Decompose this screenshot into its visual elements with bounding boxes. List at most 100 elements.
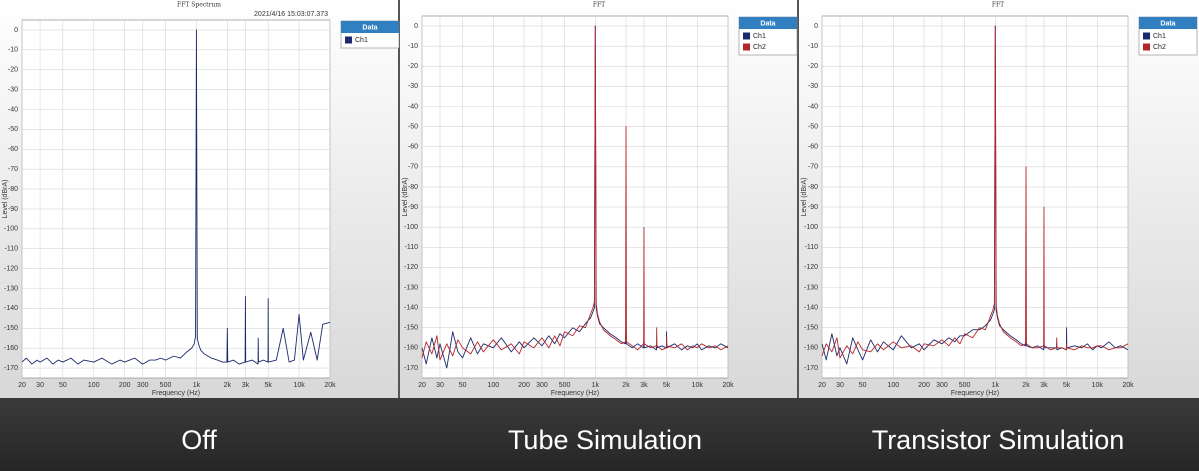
y-tick-label: -20 (408, 63, 418, 70)
y-tick-label: -50 (408, 123, 418, 130)
x-tick-label: 10k (692, 382, 704, 389)
y-tick-label: -170 (804, 365, 818, 372)
y-tick-label: -170 (404, 365, 418, 372)
y-axis-label: Level (dBrA) (2, 180, 9, 219)
x-tick-label: 50 (859, 382, 867, 389)
x-tick-label: 200 (119, 382, 131, 389)
x-tick-label: 3k (242, 382, 250, 389)
y-axis-label: Level (dBrA) (402, 178, 409, 217)
x-tick-label: 20 (18, 382, 26, 389)
legend-label: Ch2 (1153, 44, 1166, 51)
x-tick-label: 500 (160, 382, 172, 389)
x-tick-label: 10k (1092, 382, 1104, 389)
x-tick-label: 100 (88, 382, 100, 389)
x-tick-label: 5k (264, 382, 272, 389)
legend-swatch (743, 32, 750, 40)
timestamp: 2021/4/16 15:03:07.373 (254, 11, 328, 18)
y-tick-label: -120 (804, 264, 818, 271)
x-tick-label: 3k (640, 382, 648, 389)
x-axis-label: Frequency (Hz) (152, 390, 200, 397)
x-tick-label: 300 (536, 382, 548, 389)
x-tick-label: 30 (36, 382, 44, 389)
x-tick-label: 10k (293, 382, 305, 389)
spectrum-line (21, 29, 331, 365)
x-tick-label: 5k (1063, 382, 1071, 389)
y-tick-label: -20 (8, 67, 18, 74)
x-tick-label: 30 (436, 382, 444, 389)
y-tick-label: -110 (405, 244, 419, 251)
legend-title: Data (760, 20, 775, 27)
x-tick-label: 20k (1122, 382, 1134, 389)
y-tick-label: -160 (4, 345, 18, 352)
x-tick-label: 500 (959, 382, 971, 389)
legend-swatch (1143, 43, 1150, 51)
y-tick-label: -130 (804, 284, 818, 291)
y-tick-label: -140 (804, 304, 818, 311)
y-tick-label: -90 (808, 204, 818, 211)
y-tick-label: -60 (8, 146, 18, 153)
y-tick-label: -90 (8, 206, 18, 213)
y-tick-label: -80 (808, 184, 818, 191)
y-tick-label: -100 (4, 226, 18, 233)
y-tick-label: -110 (5, 246, 19, 253)
y-tick-label: -80 (408, 184, 418, 191)
chart-title: FFT Spectrum (177, 2, 221, 9)
y-tick-label: 0 (414, 23, 418, 30)
y-tick-label: -30 (808, 83, 818, 90)
spectrum-line (821, 25, 1129, 365)
caption: Tube Simulation (508, 425, 702, 455)
x-tick-label: 3k (1040, 382, 1048, 389)
y-tick-label: -10 (8, 47, 18, 54)
y-tick-label: -140 (4, 305, 18, 312)
x-tick-label: 300 (936, 382, 948, 389)
y-tick-label: -120 (404, 264, 418, 271)
y-tick-label: -50 (808, 123, 818, 130)
y-tick-label: -20 (808, 63, 818, 70)
y-tick-label: -160 (804, 345, 818, 352)
y-tick-label: -40 (808, 103, 818, 110)
x-tick-label: 200 (918, 382, 930, 389)
caption: Transistor Simulation (872, 425, 1125, 455)
x-tick-label: 20k (722, 382, 734, 389)
x-tick-label: 2k (224, 382, 232, 389)
chart-title: FFT (992, 2, 1004, 9)
y-tick-label: 0 (814, 23, 818, 30)
y-tick-label: -130 (404, 284, 418, 291)
y-tick-label: -60 (808, 144, 818, 151)
legend-title: Data (1160, 20, 1175, 27)
x-tick-label: 50 (59, 382, 67, 389)
y-tick-label: -70 (8, 166, 18, 173)
y-tick-label: -140 (404, 304, 418, 311)
x-tick-label: 1k (992, 382, 1000, 389)
y-tick-label: -50 (8, 126, 18, 133)
plot-area (21, 19, 331, 379)
legend-label: Ch1 (753, 33, 766, 40)
spectrum-line (821, 25, 1129, 359)
legend-swatch (1143, 32, 1150, 40)
x-tick-label: 20k (324, 382, 336, 389)
legend-swatch (743, 43, 750, 51)
x-tick-label: 30 (836, 382, 844, 389)
y-tick-label: -30 (408, 83, 418, 90)
y-tick-label: -130 (4, 285, 18, 292)
x-tick-label: 2k (622, 382, 630, 389)
x-axis-label: Frequency (Hz) (951, 390, 999, 397)
y-tick-label: -150 (804, 325, 818, 332)
y-tick-label: -40 (408, 103, 418, 110)
x-tick-label: 200 (518, 382, 530, 389)
x-tick-label: 50 (459, 382, 467, 389)
y-tick-label: -10 (808, 43, 818, 50)
caption-bar (0, 398, 1199, 471)
legend-swatch (345, 36, 352, 44)
y-tick-label: -30 (8, 86, 18, 93)
y-tick-label: -10 (408, 43, 418, 50)
x-tick-label: 5k (663, 382, 671, 389)
y-tick-label: -70 (408, 164, 418, 171)
x-tick-label: 20 (818, 382, 826, 389)
y-tick-label: -40 (8, 106, 18, 113)
x-tick-label: 500 (559, 382, 571, 389)
caption: Off (181, 425, 217, 455)
legend-header (341, 21, 399, 33)
x-tick-label: 100 (887, 382, 899, 389)
